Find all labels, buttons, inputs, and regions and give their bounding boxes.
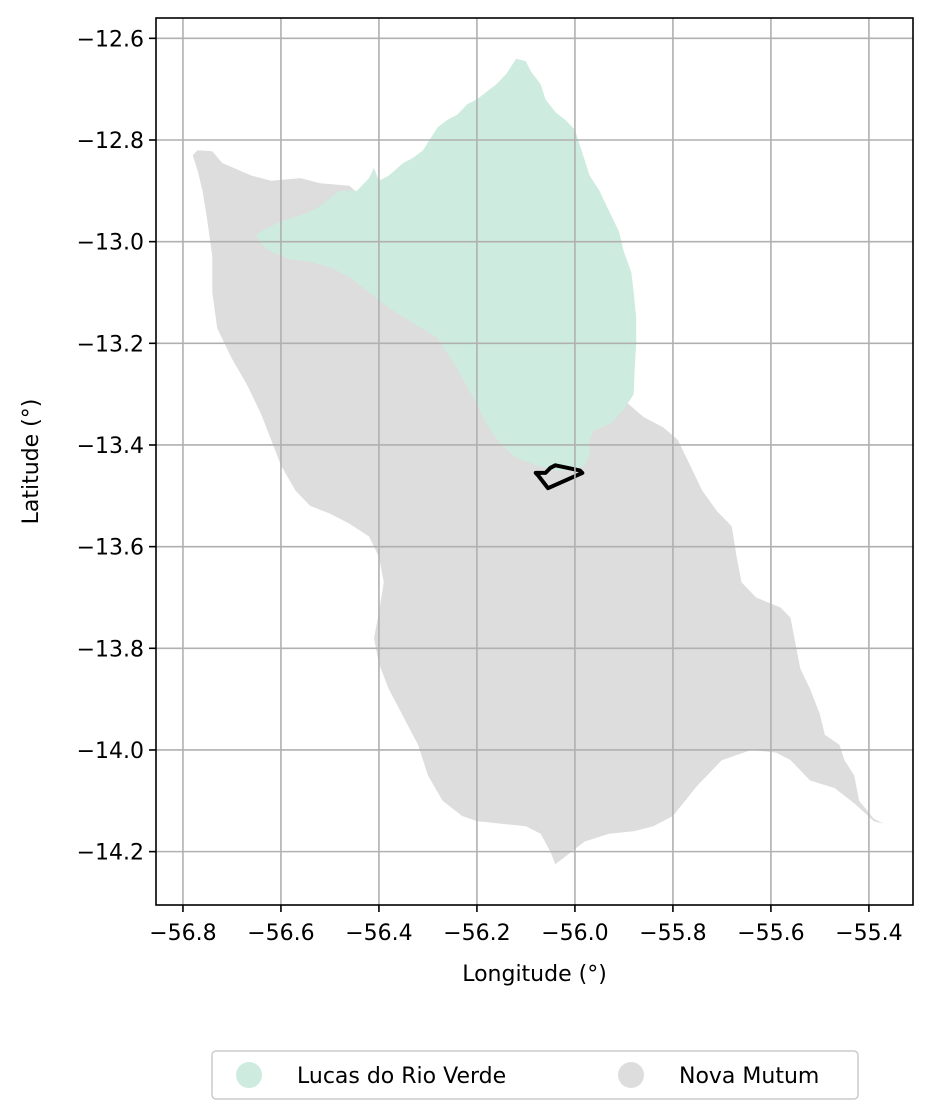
x-axis: −56.8 −56.6 −56.4 −56.2 −56.0 −55.8 −55.6 −55.4 (149, 905, 903, 946)
y-axis: −12.6 −12.8 −13.0 −13.2 −13.4 −13.6 −13.8 −14.0… (77, 27, 156, 866)
x-tick-label: −55.8 (639, 921, 706, 946)
region-lucas-do-rio-verde (256, 58, 637, 471)
y-tick-label: −13.0 (77, 231, 144, 256)
axes-border (155, 17, 914, 906)
legend-box (211, 1050, 859, 1100)
x-tick-label: −56.6 (247, 921, 314, 946)
x-tick-label: −56.2 (443, 921, 510, 946)
region-nova-mutum (192, 150, 884, 865)
study-area-outline (533, 463, 585, 491)
plot-area (156, 18, 913, 905)
legend-marker-lucas (236, 1062, 262, 1088)
legend-marker-nova (618, 1062, 644, 1088)
x-tick-label: −56.8 (149, 921, 216, 946)
legend-label-lucas: Lucas do Rio Verde (297, 1064, 506, 1089)
y-tick-label: −13.8 (77, 637, 144, 662)
y-tick-label: −14.2 (77, 841, 144, 866)
y-tick-label: −14.0 (77, 739, 144, 764)
x-tick-label: −55.6 (737, 921, 804, 946)
y-tick-label: −13.4 (77, 434, 144, 459)
legend: Lucas do Rio Verde Nova Mutum (211, 1050, 859, 1100)
y-tick-label: −12.8 (77, 129, 144, 154)
y-tick-label: −12.6 (77, 27, 144, 52)
x-tick-label: −56.4 (345, 921, 412, 946)
axes-frame (155, 17, 914, 906)
x-tick-label: −55.4 (835, 921, 902, 946)
y-axis-label: Latitude (°) (19, 399, 44, 525)
x-tick-label: −56.0 (541, 921, 608, 946)
legend-label-nova: Nova Mutum (679, 1064, 819, 1089)
y-tick-label: −13.6 (77, 536, 144, 561)
x-axis-label: Longitude (°) (462, 962, 607, 987)
y-tick-label: −13.2 (77, 332, 144, 357)
